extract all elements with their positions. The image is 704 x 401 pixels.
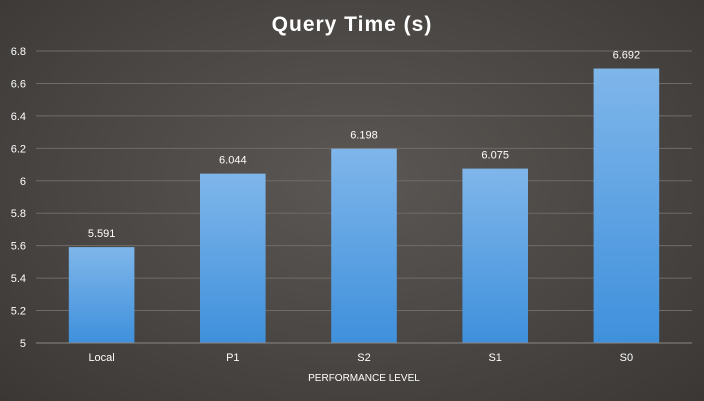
bar-p1 xyxy=(200,173,266,343)
bar-s2 xyxy=(331,148,397,343)
x-tick-label: S2 xyxy=(357,352,370,364)
x-tick-label: S1 xyxy=(488,352,501,364)
data-labels: 5.591 6.044 6.198 6.075 6.692 xyxy=(88,50,640,241)
y-tick-label: 6.8 xyxy=(11,46,26,58)
data-label: 6.044 xyxy=(219,155,247,167)
y-tick-label: 5 xyxy=(20,338,26,350)
x-tick-label: Local xyxy=(88,352,114,364)
y-tick-label: 5.4 xyxy=(11,273,26,285)
x-axis-ticks: Local P1 S2 S1 S0 xyxy=(88,352,633,364)
y-tick-label: 6.4 xyxy=(11,111,26,123)
bars xyxy=(68,68,660,344)
x-tick-label: S0 xyxy=(620,352,633,364)
y-tick-label: 6.6 xyxy=(11,78,26,90)
data-label: 6.692 xyxy=(613,50,641,62)
bar-s1 xyxy=(462,168,528,343)
data-label: 6.198 xyxy=(350,130,378,142)
data-label: 6.075 xyxy=(481,150,509,162)
y-tick-label: 5.6 xyxy=(11,241,26,253)
x-axis-title: PERFORMANCE LEVEL xyxy=(308,373,420,384)
y-axis-ticks: 5 5.2 5.4 5.6 5.8 6 6.2 6.4 6.6 6.8 xyxy=(11,46,26,350)
data-label: 5.591 xyxy=(88,228,116,240)
chart-title: Query Time (s) xyxy=(272,13,433,36)
bar-local xyxy=(68,247,135,343)
y-tick-label: 6.2 xyxy=(11,143,26,155)
x-tick-label: P1 xyxy=(226,352,239,364)
bar-s0 xyxy=(593,68,660,344)
y-tick-label: 6 xyxy=(20,176,26,188)
y-tick-label: 5.8 xyxy=(11,208,26,220)
y-tick-label: 5.2 xyxy=(11,306,26,318)
